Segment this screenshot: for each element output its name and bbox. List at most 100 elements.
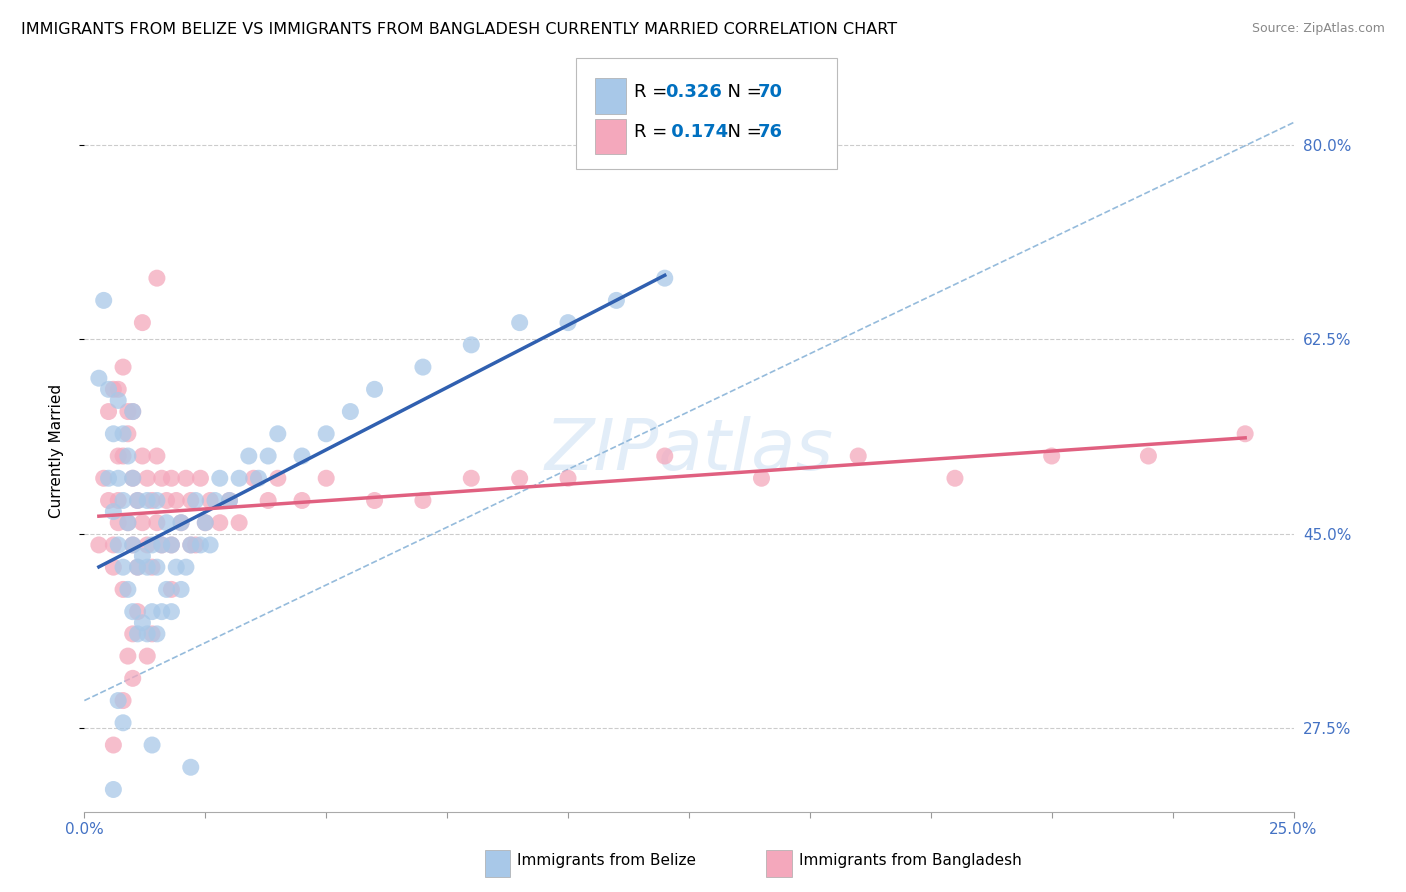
Point: [112, 582, 135, 597]
Text: Source: ZipAtlas.com: Source: ZipAtlas.com: [1251, 22, 1385, 36]
Text: ZIPatlas: ZIPatlas: [544, 416, 834, 485]
Point: [180, 760, 202, 774]
Point: [363, 382, 385, 396]
Point: [131, 615, 153, 630]
Point: [943, 471, 966, 485]
Point: [103, 426, 125, 441]
Point: [136, 471, 159, 485]
Text: 76: 76: [758, 123, 783, 141]
Point: [136, 560, 159, 574]
Text: N =: N =: [716, 123, 768, 141]
Point: [605, 293, 627, 308]
Point: [93, 293, 115, 308]
Point: [103, 782, 125, 797]
Text: Immigrants from Bangladesh: Immigrants from Bangladesh: [799, 853, 1021, 868]
Point: [117, 582, 139, 597]
Point: [165, 560, 187, 574]
Point: [112, 493, 135, 508]
Point: [141, 605, 163, 619]
Point: [87, 371, 110, 385]
Point: [412, 360, 434, 375]
Point: [146, 560, 169, 574]
Point: [107, 449, 129, 463]
Point: [121, 471, 143, 485]
Point: [160, 538, 183, 552]
Point: [131, 449, 153, 463]
Point: [121, 538, 143, 552]
Point: [112, 360, 135, 375]
Point: [112, 449, 135, 463]
Point: [121, 404, 143, 418]
Y-axis label: Currently Married: Currently Married: [49, 384, 63, 517]
Point: [198, 493, 221, 508]
Point: [170, 582, 193, 597]
Point: [150, 538, 173, 552]
Point: [846, 449, 869, 463]
Point: [155, 493, 177, 508]
Point: [117, 516, 139, 530]
Point: [112, 426, 135, 441]
Point: [136, 538, 159, 552]
Point: [218, 493, 240, 508]
Point: [180, 538, 202, 552]
Point: [160, 538, 183, 552]
Point: [150, 605, 173, 619]
Point: [117, 449, 139, 463]
Point: [228, 471, 250, 485]
Point: [180, 493, 202, 508]
Point: [127, 493, 149, 508]
Point: [654, 449, 676, 463]
Point: [141, 538, 163, 552]
Point: [315, 471, 337, 485]
Point: [97, 382, 120, 396]
Point: [267, 426, 290, 441]
Point: [180, 538, 202, 552]
Text: R =: R =: [634, 83, 673, 101]
Point: [112, 560, 135, 574]
Point: [93, 471, 115, 485]
Point: [121, 605, 143, 619]
Point: [107, 393, 129, 408]
Point: [194, 516, 217, 530]
Point: [146, 271, 169, 285]
Point: [97, 471, 120, 485]
Point: [131, 549, 153, 563]
Point: [103, 382, 125, 396]
Point: [107, 693, 129, 707]
Point: [291, 449, 314, 463]
Point: [112, 715, 135, 730]
Point: [174, 560, 197, 574]
Point: [127, 493, 149, 508]
Point: [146, 516, 169, 530]
Point: [198, 538, 221, 552]
Point: [112, 693, 135, 707]
Point: [238, 449, 260, 463]
Point: [107, 382, 129, 396]
Point: [97, 493, 120, 508]
Point: [557, 316, 579, 330]
Point: [87, 538, 110, 552]
Point: [107, 493, 129, 508]
Point: [509, 316, 531, 330]
Point: [339, 404, 361, 418]
Point: [170, 516, 193, 530]
Text: IMMIGRANTS FROM BELIZE VS IMMIGRANTS FROM BANGLADESH CURRENTLY MARRIED CORRELATI: IMMIGRANTS FROM BELIZE VS IMMIGRANTS FRO…: [21, 22, 897, 37]
Point: [184, 493, 207, 508]
Point: [107, 538, 129, 552]
Point: [160, 605, 183, 619]
Point: [155, 516, 177, 530]
Point: [257, 493, 280, 508]
Point: [141, 627, 163, 641]
Point: [160, 471, 183, 485]
Point: [170, 516, 193, 530]
Point: [136, 493, 159, 508]
Point: [103, 505, 125, 519]
Point: [184, 538, 207, 552]
Point: [136, 649, 159, 664]
Text: Immigrants from Belize: Immigrants from Belize: [517, 853, 696, 868]
Point: [1137, 449, 1160, 463]
Point: [103, 538, 125, 552]
Point: [257, 449, 280, 463]
Point: [160, 582, 183, 597]
Point: [412, 493, 434, 508]
